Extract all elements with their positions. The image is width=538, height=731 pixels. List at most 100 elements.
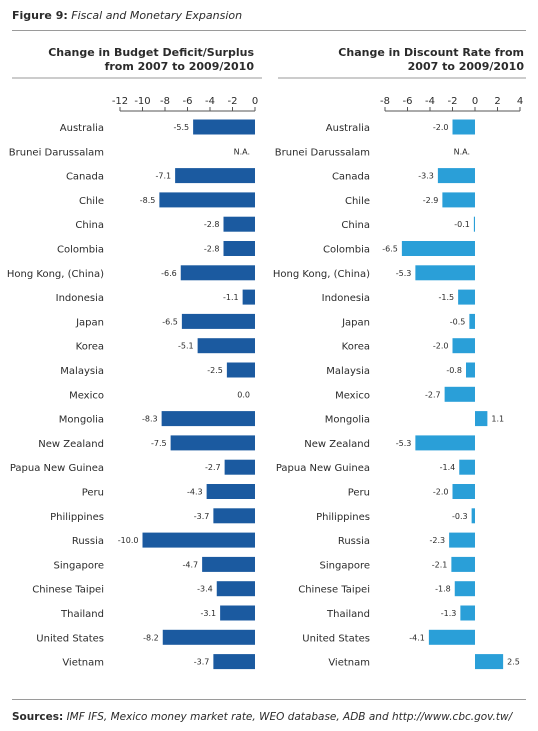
chart2-category-label: Russia (338, 536, 370, 547)
chart2-value-label: -3.3 (418, 172, 434, 181)
chart2-bar (442, 192, 475, 208)
chart2-category-label: Colombia (323, 245, 370, 256)
chart1-bar (197, 338, 255, 354)
chart1-value-label: -6.5 (162, 317, 178, 326)
chart2-value-label: -2.0 (433, 342, 449, 351)
chart2-category-label: Chinese Taipei (298, 585, 370, 596)
chart2-bar (452, 484, 475, 499)
chart1-bar (216, 581, 255, 597)
chart1-category-label: Canada (66, 172, 104, 183)
chart2-bar (401, 241, 475, 256)
chart1-value-label: -8.5 (140, 196, 156, 205)
chart1-category-label: Mongolia (59, 415, 104, 426)
chart1-category-label: Chile (79, 196, 104, 207)
chart1-bar (142, 532, 255, 548)
chart1-bar (162, 629, 255, 645)
chart2-category-label: New Zealand (304, 439, 370, 450)
chart1-category-label: Thailand (60, 609, 104, 620)
chart1-bar (170, 435, 255, 451)
top-divider (12, 30, 526, 31)
chart2-value-label: -1.4 (440, 463, 456, 472)
chart2-category-label: Australia (326, 123, 370, 134)
chart2-bar (415, 435, 475, 451)
chart2-value-label: -0.5 (450, 317, 466, 326)
chart2-bar (460, 605, 475, 621)
chart2-tick-label: -6 (403, 96, 413, 107)
figure-title-text: Fiscal and Monetary Expansion (71, 9, 243, 22)
chart2-value-label: 1.1 (491, 415, 504, 424)
chart2-value-label: N.A. (454, 147, 470, 156)
figure-label: Figure 9: (12, 9, 68, 22)
chart2-category-label: Indonesia (322, 293, 370, 304)
chart2-bar (452, 338, 475, 354)
chart1-bar (161, 411, 255, 427)
chart2-value-label: -2.9 (423, 196, 439, 205)
chart1-category-label: Singapore (54, 560, 104, 571)
chart1-value-label: -7.1 (156, 172, 172, 181)
sources-note: Sources: IMF IFS, Mexico money market ra… (12, 711, 512, 723)
chart1-value-label: -3.7 (194, 512, 210, 521)
chart2-bar (437, 168, 475, 184)
chart2-tick-label: 4 (517, 96, 523, 107)
chart1-category-label: Peru (82, 488, 104, 499)
chart1-category-label: Mexico (69, 390, 104, 401)
bottom-divider (12, 699, 526, 700)
chart1-bar (220, 605, 255, 621)
chart1-value-label: -5.5 (174, 123, 190, 132)
chart1-value-label: -10.0 (118, 536, 139, 545)
chart1-value-label: -8.2 (143, 633, 159, 642)
sources-text: IMF IFS, Mexico money market rate, WEO d… (66, 711, 513, 723)
chart1-value-label: -3.4 (197, 585, 213, 594)
chart2-bar (471, 508, 475, 524)
chart2-value-label: 2.5 (507, 658, 520, 667)
chart2-category-label: Singapore (320, 560, 370, 571)
chart1-title-line-1: Change in Budget Deficit/Surplus (48, 46, 254, 59)
chart1-value-label: -3.1 (201, 609, 217, 618)
chart1-bar (159, 192, 255, 208)
chart2-bar (451, 556, 475, 572)
chart1-tick-label: -6 (183, 96, 193, 107)
chart1-category-label: Papua New Guinea (10, 463, 104, 474)
chart1-value-label: 0.0 (237, 390, 250, 399)
chart1-category-label: Korea (76, 342, 104, 353)
chart2-bar (444, 386, 475, 402)
chart2-category-label: Mexico (335, 390, 370, 401)
chart2-value-label: -2.1 (432, 560, 448, 569)
chart2-bar (473, 216, 475, 232)
chart1-category-label: Japan (75, 317, 104, 328)
chart2-value-label: -0.1 (454, 220, 470, 229)
chart1-tick-label: -4 (205, 96, 215, 107)
chart2-value-label: -0.8 (446, 366, 462, 375)
chart2-value-label: -5.3 (396, 439, 412, 448)
chart1-tick-label: -8 (160, 96, 170, 107)
chart2-value-label: -6.5 (382, 245, 398, 254)
chart2-category-label: Thailand (326, 609, 370, 620)
chart1-category-label: Indonesia (56, 293, 104, 304)
chart1-value-label: -4.3 (187, 488, 203, 497)
chart1-value-label: -2.5 (207, 366, 223, 375)
chart1-bar (213, 654, 255, 670)
chart1-bar (180, 265, 255, 281)
chart2-value-label: -2.0 (433, 123, 449, 132)
chart1-category-label: Philippines (50, 512, 104, 523)
chart1-value-label: -4.7 (183, 560, 199, 569)
chart1-bar (175, 168, 255, 184)
chart2-value-label: -1.5 (439, 293, 455, 302)
chart2-value-label: -0.3 (452, 512, 468, 521)
chart2-tick-label: -4 (425, 96, 435, 107)
chart1-value-label: -5.1 (178, 342, 194, 351)
chart1-category-label: New Zealand (38, 439, 104, 450)
chart1-value-label: -3.7 (194, 658, 210, 667)
chart2-category-label: Korea (342, 342, 370, 353)
chart1-category-label: China (75, 220, 104, 231)
chart1-category-label: Hong Kong, (China) (7, 269, 104, 280)
chart1-tick-label: -12 (112, 96, 128, 107)
chart2-bar (452, 119, 475, 135)
chart1-tick-label: 0 (252, 96, 258, 107)
chart2-tick-label: 0 (472, 96, 478, 107)
chart1-value-label: -2.8 (204, 245, 220, 254)
chart2-bar (459, 459, 475, 475)
chart2-value-label: -2.0 (433, 488, 449, 497)
chart2-category-label: Chile (345, 196, 370, 207)
